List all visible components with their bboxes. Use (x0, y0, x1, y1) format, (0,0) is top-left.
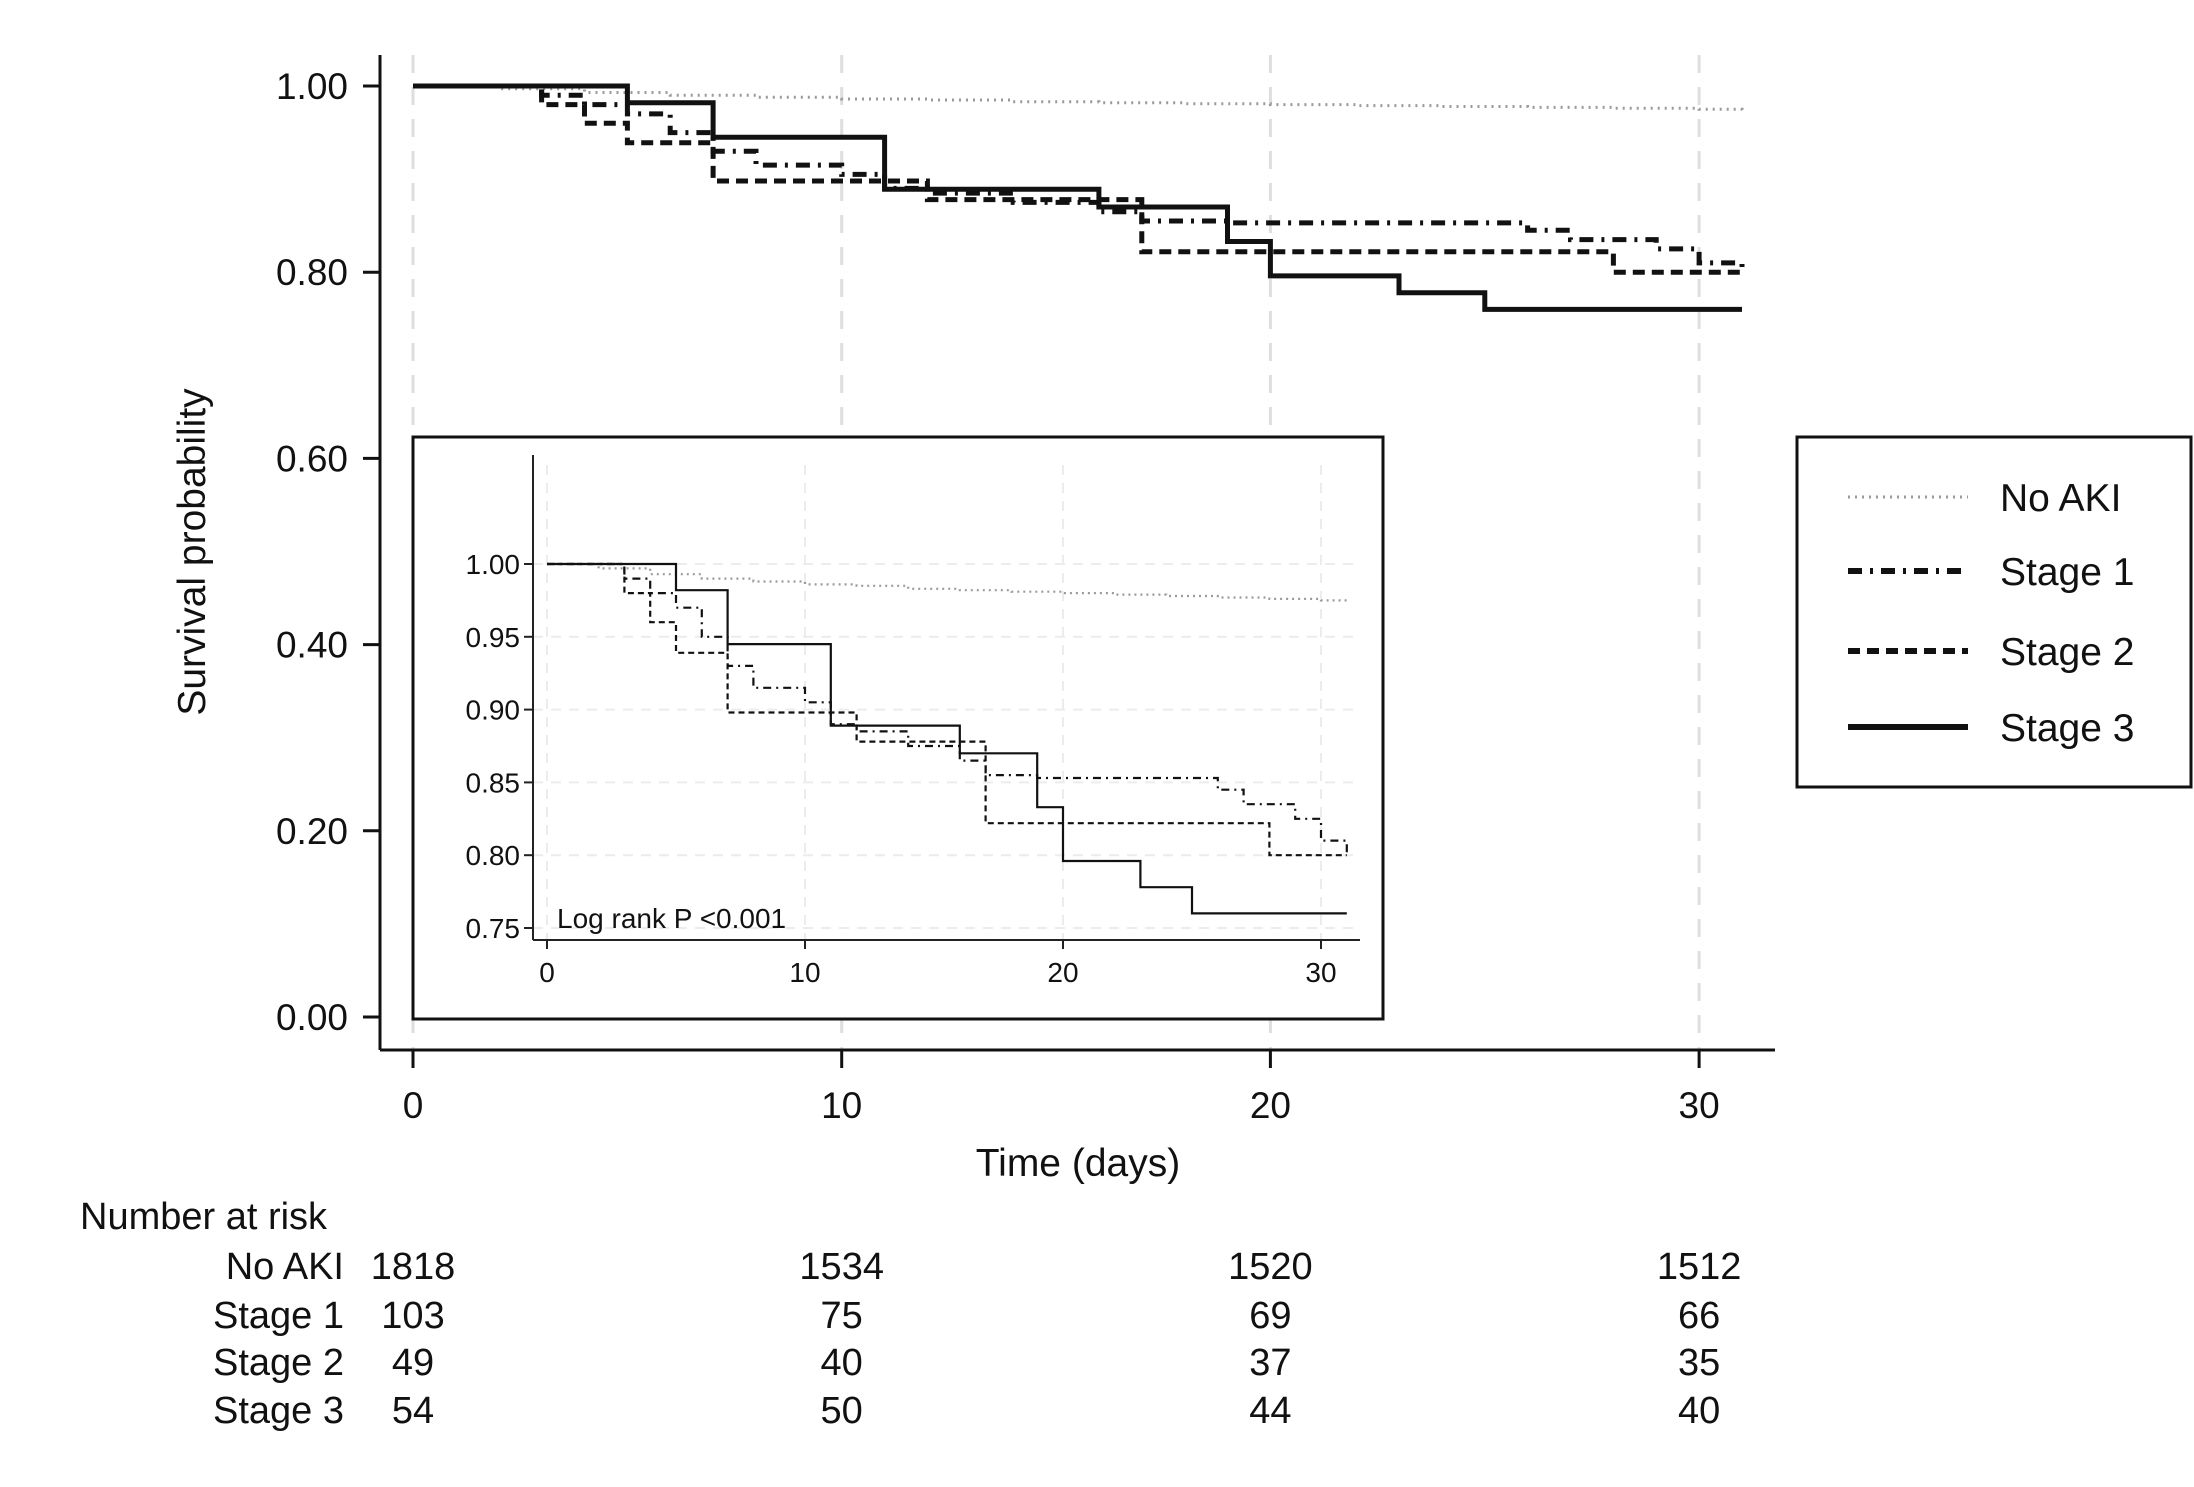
risk-table: Number at risk No AKI 1818 1534 1520 1512 Sta… (80, 1196, 1741, 1432)
inset-frame (411, 435, 1385, 1021)
risk-cell: 50 (821, 1390, 863, 1432)
risk-cell: 44 (1249, 1390, 1291, 1432)
risk-cell: 37 (1249, 1342, 1291, 1384)
risk-cell: 69 (1249, 1295, 1291, 1337)
y-tick-label: 0.60 (276, 438, 348, 479)
risk-row-label: Stage 2 (213, 1342, 344, 1384)
y-tick-label: 0.00 (276, 997, 348, 1038)
risk-cell: 1520 (1228, 1246, 1313, 1288)
risk-cell: 1534 (799, 1246, 884, 1288)
risk-cell: 75 (821, 1295, 863, 1337)
x-tick-label: 20 (1250, 1085, 1291, 1126)
legend: No AKI Stage 1 Stage 2 Stage 3 (1795, 435, 2193, 789)
series-line-no-aki (413, 84, 1744, 111)
series-line-stage-3 (413, 83, 1742, 312)
inset-axes: 0.75 0.80 0.85 0.90 0.95 1.00 0 10 20 30 (466, 455, 1360, 988)
legend-label-no-aki: No AKI (2000, 477, 2121, 520)
inset-series-line-stage-2 (547, 562, 1347, 857)
inset-y-tick-label: 0.85 (466, 767, 521, 798)
inset-x-tick-label: 0 (539, 957, 555, 988)
inset-series (547, 562, 1348, 915)
risk-row-label: Stage 1 (213, 1295, 344, 1337)
risk-cell: 40 (1678, 1390, 1720, 1432)
y-tick-label: 0.40 (276, 625, 348, 666)
y-tick-label: 0.80 (276, 252, 348, 293)
inset-y-tick-label: 0.75 (466, 913, 521, 944)
main-axes: 0.00 0.20 0.40 0.60 0.80 1.00 0 10 20 30 (276, 55, 1775, 1126)
y-axis-label: Survival probability (171, 388, 214, 716)
risk-cell: 40 (821, 1342, 863, 1384)
main-series (413, 83, 1745, 312)
inset-x-tick-label: 10 (789, 957, 820, 988)
risk-cell: 54 (392, 1390, 434, 1432)
series-line-stage-1 (413, 83, 1745, 273)
x-tick-label: 30 (1679, 1085, 1720, 1126)
x-tick-label: 0 (403, 1085, 424, 1126)
inset-series-line-stage-3 (547, 562, 1347, 915)
inset-series-line-no-aki (547, 562, 1348, 602)
series-line-stage-2 (413, 83, 1742, 275)
inset-annotation: Log rank P <0.001 (557, 903, 786, 934)
y-tick-label: 0.20 (276, 811, 348, 852)
inset-y-tick-label: 0.95 (466, 622, 521, 653)
inset-chart: 0.75 0.80 0.85 0.90 0.95 1.00 0 10 20 30 Log rank… (411, 435, 1385, 1021)
inset-gridlines (533, 465, 1360, 940)
risk-cell: 1512 (1657, 1246, 1742, 1288)
legend-label-stage-2: Stage 2 (2000, 631, 2134, 674)
risk-cell: 49 (392, 1342, 434, 1384)
inset-y-tick-label: 1.00 (466, 549, 521, 580)
inset-x-tick-label: 30 (1305, 957, 1336, 988)
x-tick-label: 10 (821, 1085, 862, 1126)
x-axis-label: Time (days) (976, 1142, 1180, 1185)
risk-cell: 103 (381, 1295, 444, 1337)
risk-row-label: Stage 3 (213, 1390, 344, 1432)
inset-y-tick-label: 0.90 (466, 695, 521, 726)
inset-y-tick-label: 0.80 (466, 840, 521, 871)
risk-cell: 35 (1678, 1342, 1720, 1384)
legend-label-stage-3: Stage 3 (2000, 707, 2134, 750)
risk-row-label: No AKI (226, 1246, 344, 1288)
risk-cell: 1818 (371, 1246, 456, 1288)
inset-x-tick-label: 20 (1047, 957, 1078, 988)
legend-label-stage-1: Stage 1 (2000, 551, 2134, 594)
risk-cell: 66 (1678, 1295, 1720, 1337)
risk-table-title: Number at risk (80, 1196, 328, 1238)
y-tick-label: 1.00 (276, 66, 348, 107)
